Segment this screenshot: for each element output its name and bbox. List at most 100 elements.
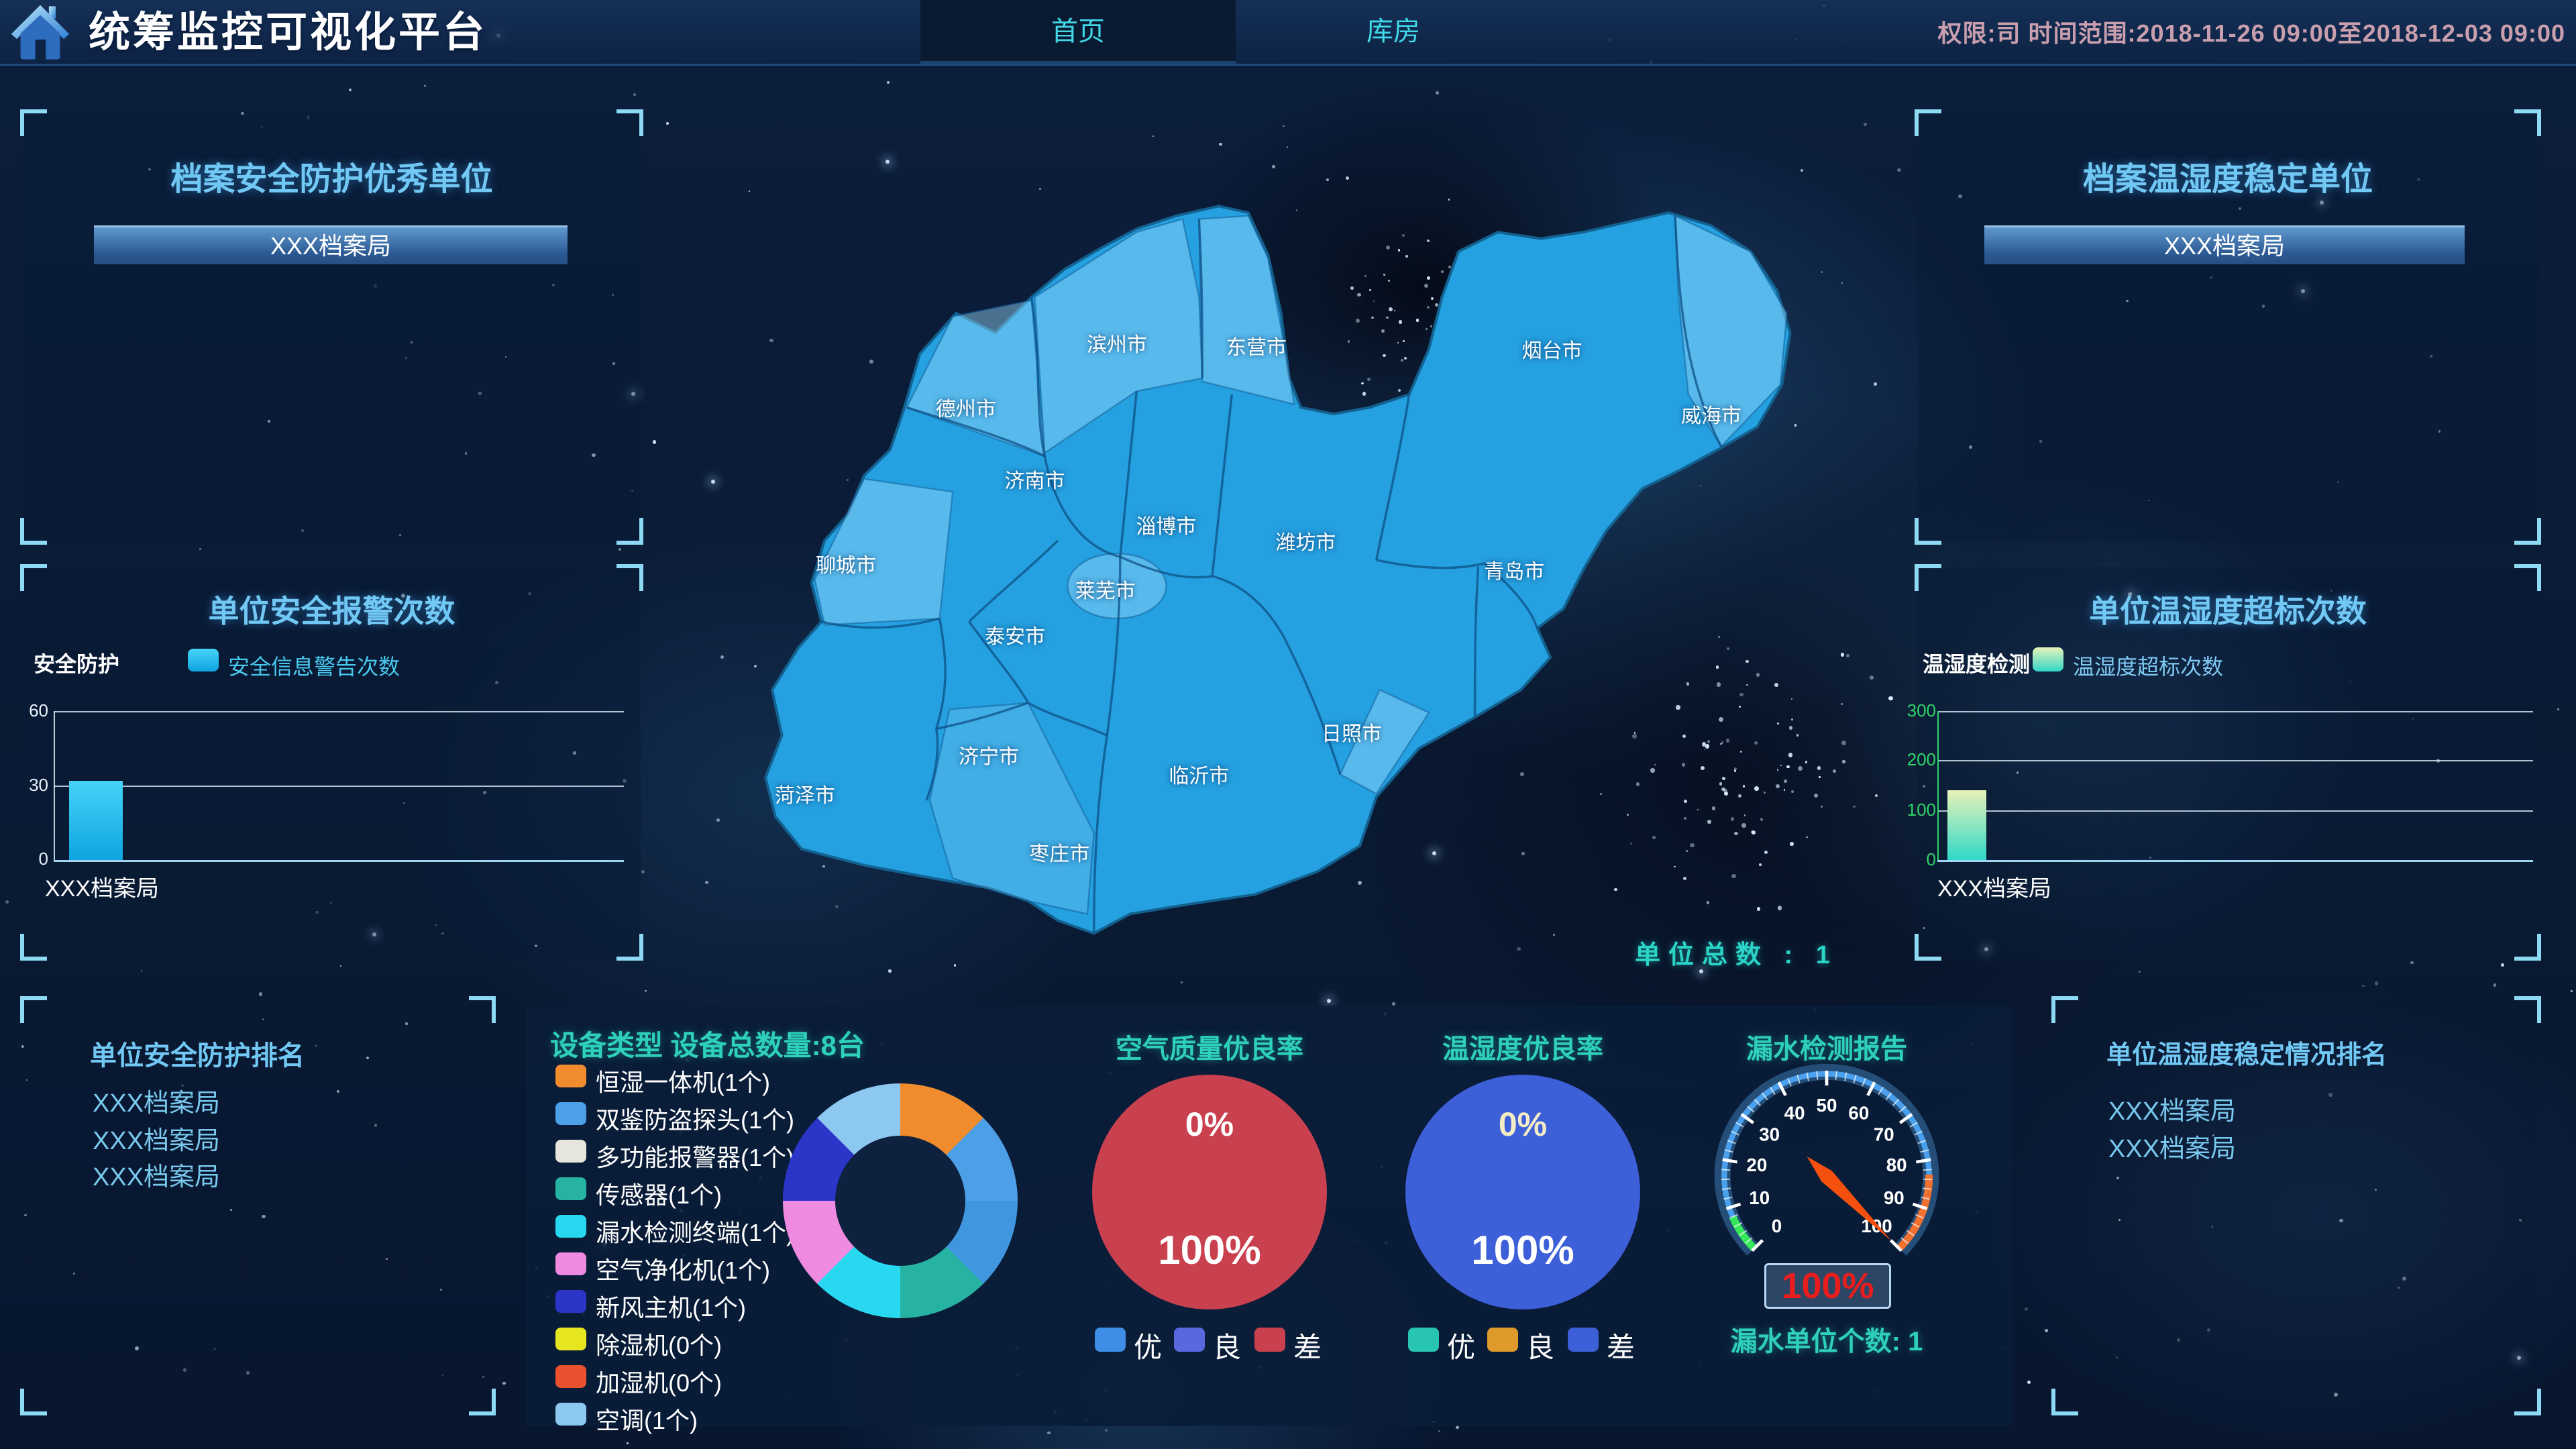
map-city-label[interactable]: 威海市 — [1681, 399, 1741, 429]
map-city-label[interactable]: 滨州市 — [1087, 328, 1147, 358]
panel-title: 单位温湿度稳定情况排名 — [2106, 1034, 2387, 1071]
rank-item[interactable]: XXX档案局 — [93, 1156, 220, 1193]
map-city-label[interactable]: 烟台市 — [1522, 334, 1582, 364]
x-axis-line — [1937, 860, 2533, 862]
map-city-label[interactable]: 聊城市 — [816, 549, 876, 578]
tab-home-label: 首页 — [1051, 17, 1105, 46]
city-label-layer: 滨州市 东营市 烟台市威海市 德州市济南市淄博市潍坊市聊城市莱芜市 青岛市泰安市济宁市菏… — [706, 151, 1807, 963]
map-city-label[interactable]: 潍坊市 — [1275, 526, 1336, 555]
device-legend-label: 新风主机(1个) — [596, 1289, 746, 1324]
air-legend-swatch-good[interactable] — [1095, 1328, 1126, 1352]
temp-legend-swatch-good[interactable] — [1408, 1328, 1439, 1352]
leak-gauge-chart[interactable]: 0102030405060708090100 — [1703, 1046, 1951, 1294]
temp-legend-label-fair[interactable]: 良 — [1526, 1325, 1554, 1366]
tab-warehouse-label: 库房 — [1366, 17, 1420, 46]
map-city-label[interactable]: 临沂市 — [1169, 759, 1229, 789]
legend-swatch[interactable] — [2033, 647, 2063, 672]
rank-item[interactable]: XXX档案局 — [2108, 1090, 2236, 1127]
chart-title: 单位温湿度超标次数 — [1917, 587, 2538, 631]
panel-title: 档案温湿度稳定单位 — [1917, 152, 2538, 199]
device-legend-swatch — [555, 1365, 586, 1388]
panel-security-alarm-chart: 单位安全报警次数 安全防护 安全信息警告次数 60 30 0 XXX档案局 — [23, 567, 641, 958]
air-pie-label-bottom: 100% — [1092, 1227, 1327, 1273]
tab-warehouse[interactable]: 库房 — [1236, 0, 1551, 64]
shandong-map[interactable]: 滨州市 东营市 烟台市威海市 德州市济南市淄博市潍坊市聊城市莱芜市 青岛市泰安市济宁市菏… — [706, 151, 1807, 963]
device-legend-swatch — [555, 1328, 586, 1350]
svg-text:70: 70 — [1874, 1124, 1894, 1145]
device-legend-swatch — [555, 1215, 586, 1238]
device-legend-label: 漏水检测终端(1个) — [596, 1214, 794, 1248]
map-city-label[interactable]: 菏泽市 — [775, 779, 835, 808]
map-city-label[interactable]: 淄博市 — [1136, 510, 1196, 539]
y-tick: 300 — [1907, 700, 1936, 721]
map-city-label[interactable]: 济南市 — [1005, 464, 1065, 494]
bar-alarm-count[interactable] — [69, 781, 123, 860]
legend-swatch[interactable] — [188, 649, 219, 672]
chart-title: 单位安全报警次数 — [23, 587, 641, 631]
y-tick: 0 — [20, 849, 48, 869]
tab-home[interactable]: 首页 — [920, 0, 1236, 64]
app-title: 统筹监控可视化平台 — [89, 0, 487, 64]
air-pie-title: 空气质量优良率 — [1092, 1027, 1327, 1066]
map-city-label[interactable]: 日照市 — [1322, 717, 1382, 747]
temp-legend-swatch-fair[interactable] — [1487, 1328, 1518, 1352]
home-icon[interactable] — [9, 1, 71, 63]
air-pie-label-top: 0% — [1092, 1105, 1327, 1144]
air-legend-label-poor[interactable]: 差 — [1293, 1325, 1322, 1366]
device-panel-title: 设备类型 设备总数量:8台 — [550, 1023, 865, 1064]
device-legend-swatch — [555, 1177, 586, 1200]
svg-text:80: 80 — [1886, 1155, 1907, 1175]
air-legend-swatch-poor[interactable] — [1254, 1328, 1285, 1352]
panel-security-excellent: 档案安全防护优秀单位 XXX档案局 — [23, 112, 641, 542]
device-legend-label: 双鉴防盗探头(1个) — [596, 1101, 794, 1136]
gridline — [1937, 711, 2533, 712]
temp-pie-label-top: 0% — [1405, 1105, 1640, 1144]
panel-title: 单位安全防护排名 — [90, 1034, 305, 1073]
panel-security-rank: 单位安全防护排名 XXX档案局 XXX档案局 XXX档案局 — [23, 999, 493, 1413]
y-axis-line — [54, 711, 55, 861]
map-city-label[interactable]: 东营市 — [1226, 331, 1287, 360]
temp-pie-title: 温湿度优良率 — [1405, 1027, 1640, 1066]
temp-legend-swatch-poor[interactable] — [1568, 1328, 1599, 1352]
legend-label[interactable]: 安全信息警告次数 — [228, 650, 400, 681]
map-city-label[interactable]: 莱芜市 — [1075, 574, 1136, 604]
svg-text:90: 90 — [1884, 1187, 1904, 1208]
temp-legend-label-good[interactable]: 优 — [1447, 1325, 1475, 1366]
y-tick: 0 — [1907, 849, 1936, 870]
air-legend-label-fair[interactable]: 良 — [1213, 1325, 1241, 1366]
device-donut-chart[interactable] — [783, 1083, 1018, 1318]
panel-humidity-exceed-chart: 单位温湿度超标次数 温湿度检测 温湿度超标次数 300 200 100 0 XX… — [1917, 567, 2538, 958]
map-city-label[interactable]: 济宁市 — [959, 740, 1019, 769]
y-tick: 100 — [1907, 800, 1936, 820]
device-legend-label: 除湿机(0个) — [596, 1326, 722, 1361]
rank-item[interactable]: XXX档案局 — [93, 1082, 220, 1119]
map-city-label[interactable]: 德州市 — [936, 392, 996, 422]
bar-exceed-count[interactable] — [1947, 790, 1986, 860]
device-legend-swatch — [555, 1252, 586, 1275]
gridline — [1937, 810, 2533, 812]
air-legend-swatch-fair[interactable] — [1174, 1328, 1205, 1352]
map-city-label[interactable]: 青岛市 — [1484, 555, 1544, 584]
rank-item[interactable]: XXX档案局 — [2108, 1128, 2236, 1165]
map-city-label[interactable]: 枣庄市 — [1029, 837, 1089, 867]
svg-text:50: 50 — [1817, 1095, 1837, 1116]
map-city-label[interactable]: 泰安市 — [985, 620, 1045, 649]
air-legend-label-good[interactable]: 优 — [1134, 1325, 1162, 1366]
y-axis-line — [1937, 711, 1939, 861]
rank-item[interactable]: XXX档案局 — [93, 1120, 220, 1157]
svg-text:10: 10 — [1749, 1187, 1770, 1208]
y-axis-name: 安全防护 — [34, 647, 119, 678]
x-axis-line — [54, 860, 624, 862]
permission-time-range: 权限:司 时间范围:2018-11-26 09:00至2018-12-03 09… — [1938, 0, 2565, 64]
temp-pie-label-bottom: 100% — [1405, 1227, 1640, 1273]
device-legend-swatch — [555, 1290, 586, 1313]
device-legend-label: 加湿机(0个) — [596, 1364, 722, 1399]
house-glyph — [9, 1, 71, 63]
temp-legend-label-poor[interactable]: 差 — [1607, 1325, 1635, 1366]
unit-item[interactable]: XXX档案局 — [94, 225, 568, 264]
unit-item[interactable]: XXX档案局 — [1984, 225, 2465, 264]
svg-text:0: 0 — [1772, 1216, 1782, 1236]
device-legend-label: 传感器(1个) — [596, 1176, 722, 1211]
panel-title: 档案安全防护优秀单位 — [23, 152, 641, 199]
legend-label[interactable]: 温湿度超标次数 — [2073, 650, 2223, 681]
